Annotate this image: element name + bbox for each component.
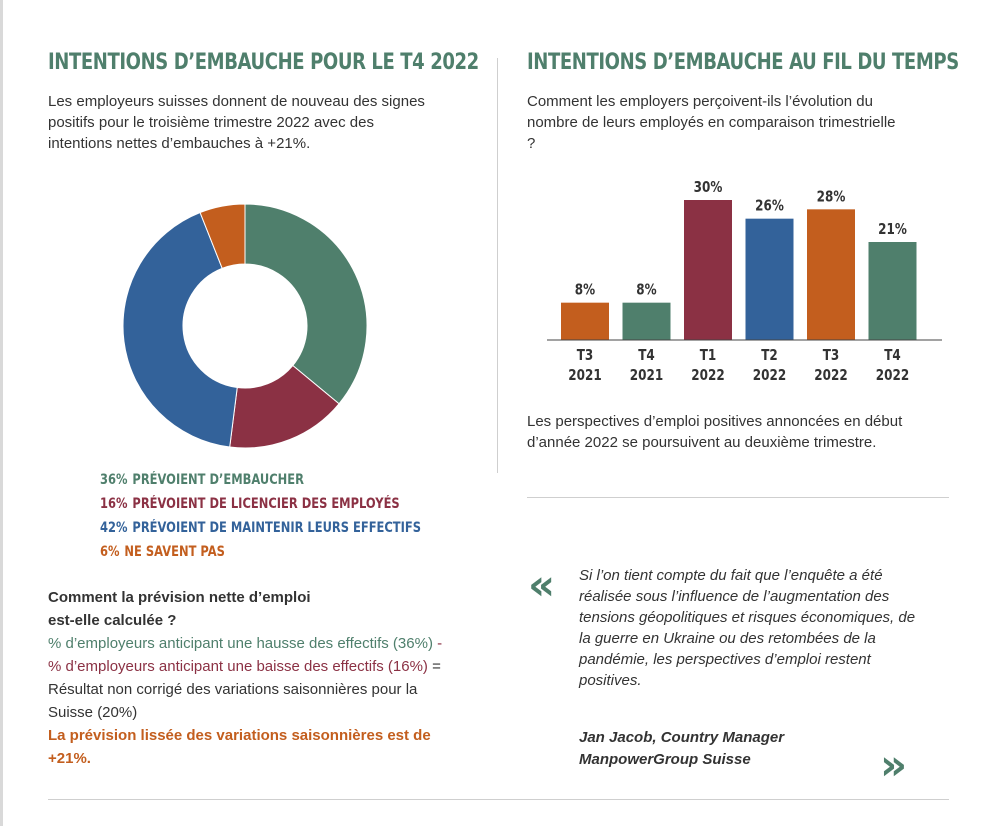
x-tick-label: 2022 <box>876 367 909 385</box>
x-tick-label: T2 <box>761 347 778 365</box>
bar-value-label: 28% <box>817 188 846 206</box>
x-tick-label: T4 <box>638 347 655 365</box>
bar-value-label: 26% <box>755 197 784 215</box>
bar-chart: 8% T3 2021 8% T4 2021 30% T1 2022 26% T2 2022 28% T3 2… <box>547 179 942 385</box>
right-intro: Comment les employers perçoivent-ils l’é… <box>527 93 896 152</box>
left-intro: Les employeurs suisses donnent de nouvea… <box>48 93 425 152</box>
x-tick-label: 2021 <box>568 367 601 385</box>
right-outro: Les perspectives d’emploi positives anno… <box>527 413 903 451</box>
legend-item-layoff: 16% PRÉVOIENT DE LICENCIER DES EMPLOYÉS <box>100 492 421 516</box>
legend-pct: 42% <box>100 520 128 536</box>
donut-chart <box>122 203 368 449</box>
x-tick-label: 2022 <box>691 367 724 385</box>
slice-maintain <box>122 211 238 448</box>
calc-question-l2: est-elle calculée ? <box>48 612 177 629</box>
x-tick-label: T3 <box>823 347 840 365</box>
calc-part-decrease: - % d’employeurs anticipant une baisse d… <box>48 635 443 675</box>
legend-label: PRÉVOIENT DE LICENCIER DES EMPLOYÉS <box>132 496 400 512</box>
slice-unknown <box>199 203 246 270</box>
legend-label: PRÉVOIENT DE MAINTENIR LEURS EFFECTIFS <box>132 520 422 536</box>
donut-legend: 36% PRÉVOIENT D’EMBAUCHER 16% PRÉVOIENT DE… <box>100 468 492 564</box>
bar-value-label: 30% <box>694 179 723 197</box>
bar <box>745 218 794 340</box>
left-title: INTENTIONS D’EMBAUCHE POUR LE T4 2022 <box>48 50 479 75</box>
slice-hire <box>244 203 368 405</box>
close-quote-icon: » <box>880 740 908 789</box>
legend-pct: 36% <box>100 472 128 488</box>
x-tick-label: T1 <box>700 347 717 365</box>
calc-conclusion: La prévision lissée des variations saiso… <box>48 727 431 767</box>
calculation-box: Comment la prévision nette d’emploi est-… <box>48 586 448 770</box>
calc-part-result: = Résultat non corrigé des variations sa… <box>48 658 441 721</box>
bar <box>807 209 855 340</box>
bar-value-label: 21% <box>878 221 907 239</box>
quote-author: Jan Jacob, Country Manager ManpowerGroup… <box>579 727 919 771</box>
x-tick-label: T4 <box>884 347 901 365</box>
legend-item-unknown: 6% NE SAVENT PAS <box>100 540 421 564</box>
bar <box>561 302 609 340</box>
legend-item-hire: 36% PRÉVOIENT D’EMBAUCHER <box>100 468 421 492</box>
column-divider <box>497 58 498 473</box>
open-quote-icon: « <box>528 560 556 609</box>
bar <box>684 200 732 340</box>
quote-text: Si l’on tient compte du fait que l’enquê… <box>579 567 916 689</box>
author-company: ManpowerGroup Suisse <box>579 751 751 768</box>
bar <box>868 242 917 340</box>
bar-value-label: 8% <box>575 281 596 299</box>
right-divider <box>527 497 949 498</box>
calc-part-increase: % d’employeurs anticipant une hausse des… <box>48 635 433 652</box>
legend-item-maintain: 42% PRÉVOIENT DE MAINTENIR LEURS EFFECTIF… <box>100 516 421 540</box>
page-edge <box>0 0 3 826</box>
bar-value-label: 8% <box>636 281 657 299</box>
author-name: Jan Jacob, Country Manager <box>579 729 785 746</box>
x-tick-label: T3 <box>577 347 594 365</box>
bottom-divider <box>48 799 949 800</box>
legend-pct: 6% <box>100 544 120 560</box>
legend-label: PRÉVOIENT D’EMBAUCHER <box>132 472 304 488</box>
calc-formula: % d’employeurs anticipant une hausse des… <box>48 632 448 724</box>
x-tick-label: 2022 <box>753 367 786 385</box>
right-title: INTENTIONS D’EMBAUCHE AU FIL DU TEMPS <box>527 50 959 75</box>
x-tick-label: 2021 <box>630 367 663 385</box>
legend-pct: 16% <box>100 496 128 512</box>
bar <box>622 302 671 340</box>
x-tick-label: 2022 <box>814 367 847 385</box>
calc-question-l1: Comment la prévision nette d’emploi <box>48 589 311 606</box>
legend-label: NE SAVENT PAS <box>124 544 225 560</box>
